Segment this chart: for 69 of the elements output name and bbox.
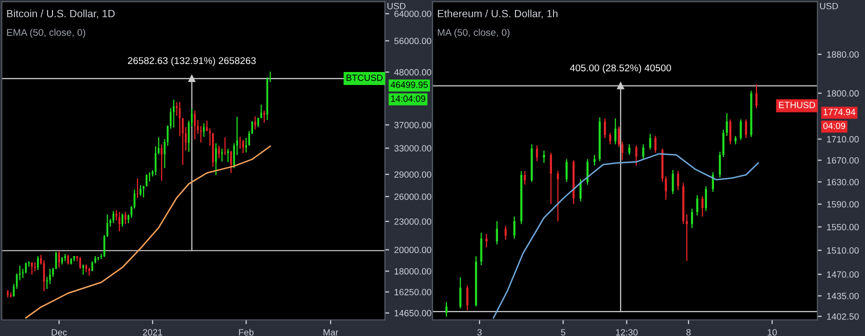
y-tick-label: 64000.00 [394, 10, 432, 18]
candlestick [122, 213, 124, 228]
text: 46499.95 [390, 82, 428, 88]
y-tick-label: 1435.00 [827, 292, 859, 300]
text: 14:04:09 [391, 95, 426, 102]
text: 04:09 [823, 122, 846, 130]
x-tick-label: 12:30 [616, 329, 638, 336]
annotation: 405.00 (28.52%) 40500 [570, 64, 672, 74]
y-tick-label: 1630.00 [827, 178, 859, 186]
y-tick-label: 16250.00 [394, 288, 432, 296]
x-tick-label: 3 [477, 329, 482, 336]
annotation: 26582.63 (132.91%) 2658263 [128, 56, 256, 66]
x-tick-label: 2021 [143, 329, 162, 336]
y-tick-label: 1710.00 [827, 136, 859, 142]
annotation: BTCUSD [346, 74, 383, 81]
y-tick-label: 26000.00 [394, 193, 432, 200]
candlestick [82, 264, 84, 276]
y-tick-label: 1880.00 [827, 51, 859, 58]
y-tick-label: 14650.00 [394, 310, 432, 316]
text: EMA (50, close, 0) [7, 28, 86, 38]
candlestick [146, 174, 148, 188]
text: 1774.94 [824, 108, 856, 116]
y-tick-label: 1550.00 [827, 224, 859, 230]
x-tick-label: Mar [324, 329, 338, 336]
y-tick-label: 1402.50 [827, 313, 859, 320]
text: Bitcoin / U.S. Dollar, 1D [7, 10, 115, 19]
candlestick [227, 148, 229, 163]
y-tick-label: 37000.00 [394, 122, 432, 128]
y-tick-label: 29000.00 [394, 171, 432, 178]
y-tick-label: 1510.00 [827, 247, 859, 254]
candlestick [239, 136, 241, 150]
candlestick [230, 150, 232, 174]
y-tick-label: 56000.00 [394, 38, 432, 44]
candlestick [31, 262, 33, 276]
y-tick-label: 18000.00 [394, 268, 432, 275]
y-tick-label: 1800.00 [827, 90, 859, 97]
text: USD [388, 2, 406, 10]
y-tick-label: 20000.00 [394, 246, 432, 254]
candlestick [202, 122, 205, 138]
x-tick-label: Dec [52, 329, 67, 336]
y-tick-label: 23000.00 [394, 218, 432, 225]
candlestick [218, 145, 220, 159]
x-tick-label: 8 [686, 329, 691, 336]
x-tick-label: 10 [768, 329, 777, 336]
candlestick [58, 250, 60, 268]
y-tick-label: 1590.00 [827, 201, 859, 208]
y-tick-label: 33000.00 [394, 145, 432, 152]
y-tick-label: 48000.00 [394, 69, 432, 76]
text: MA (50, close, 0) [438, 28, 510, 38]
candlestick [215, 142, 217, 176]
y-tick-label: 1670.00 [827, 157, 859, 164]
candlestick [112, 210, 114, 224]
text: USD [820, 2, 838, 10]
candlestick [49, 268, 51, 285]
y-tick-label: 1470.00 [827, 271, 859, 278]
candlestick [67, 254, 70, 266]
text: Ethereum / U.S. Dollar, 1h [438, 10, 558, 19]
candlestick [140, 184, 142, 196]
x-tick-label: 5 [560, 329, 566, 336]
candlestick [160, 144, 163, 182]
line-series [25, 146, 271, 319]
candlestick [242, 140, 244, 154]
candlestick [10, 292, 12, 298]
candlestick [24, 262, 27, 274]
candlestick [37, 255, 39, 271]
candlestick [124, 211, 126, 225]
candlestick [118, 211, 120, 232]
annotation: ETHUSD [779, 102, 816, 108]
x-tick-label: Feb [239, 328, 254, 336]
